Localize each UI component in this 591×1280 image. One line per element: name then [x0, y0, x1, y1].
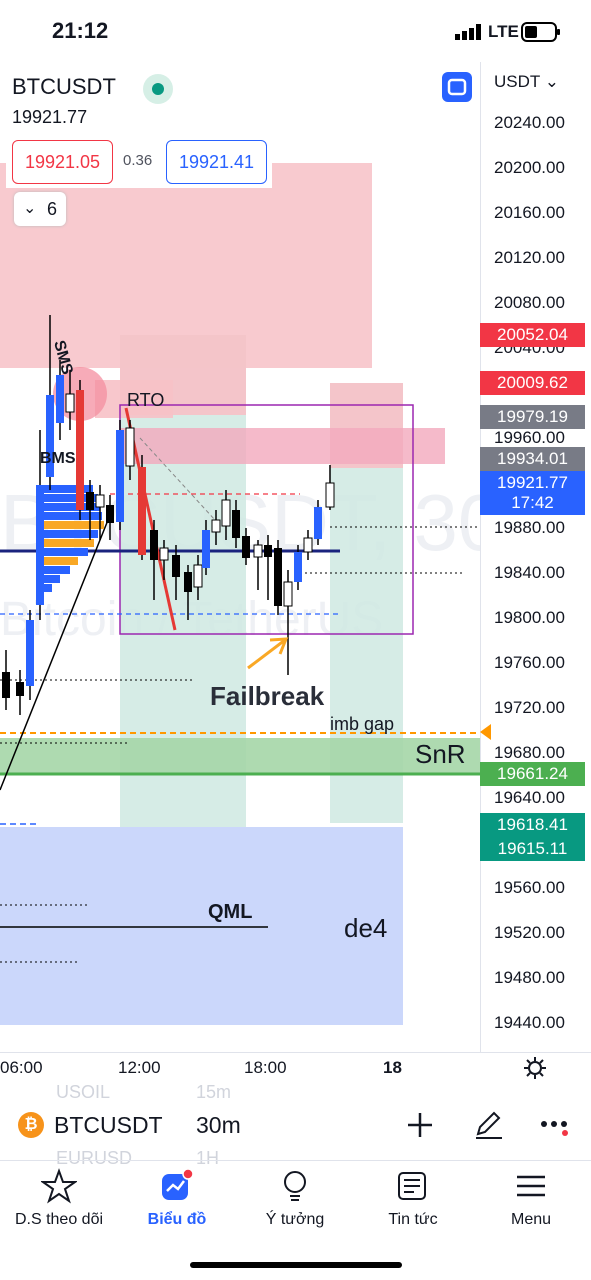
chart-area[interactable]: BTCUSDT, 30 Bitcoin / TetherUS [0, 62, 480, 1052]
rto-label: RTO [127, 390, 164, 410]
tab-label: Tin tức [388, 1211, 438, 1228]
price-axis-label: 19880.00 [494, 518, 565, 537]
tab-chart[interactable]: Biểu đồ [118, 1168, 236, 1229]
price-axis-label: 19840.00 [494, 563, 565, 582]
tab-watchlist[interactable]: D.S theo dõi [0, 1168, 118, 1229]
price-axis-label: 19640.00 [494, 788, 565, 807]
price-axis-label: 19440.00 [494, 1013, 565, 1032]
price-tag: 19615.11 [480, 837, 585, 861]
fullscreen-icon[interactable] [442, 72, 472, 102]
qml-label: QML [208, 901, 252, 923]
rto-zone [95, 380, 173, 418]
price-axis-label: 19760.00 [494, 653, 565, 672]
ghost-symbol-1: USOIL [56, 1082, 111, 1102]
drawing-pen-icon[interactable] [472, 1108, 504, 1140]
home-indicator[interactable] [190, 1262, 402, 1268]
price-axis-label: 19720.00 [494, 698, 565, 717]
ghost-interval-2: 1H [196, 1148, 220, 1168]
failbreak-arrow-head [269, 637, 289, 655]
indicators-count: 6 [47, 199, 58, 219]
candles [2, 315, 335, 715]
chevron-down-icon: ⌄ [23, 200, 37, 217]
tab-bar [0, 1160, 591, 1241]
bms-label: BMS [40, 450, 76, 467]
settings-gear-icon[interactable] [523, 1056, 547, 1080]
price-axis-label: 20080.00 [494, 293, 565, 312]
price-tag: 20009.62 [480, 371, 585, 395]
price-axis-label: 19680.00 [494, 743, 565, 762]
last-price: 19921.77 [12, 107, 88, 127]
news-icon [398, 1172, 426, 1200]
price-axis-label: 20160.00 [494, 203, 565, 222]
tab-label: Biểu đồ [147, 1211, 207, 1228]
failbreak-arrow [247, 638, 286, 670]
snr-label: SnR [415, 739, 466, 769]
tab-label: Ý tưởng [265, 1211, 325, 1228]
price-tag: 19618.41 [480, 813, 585, 837]
chart-icon [162, 1168, 194, 1200]
time-label: 18:00 [244, 1058, 287, 1077]
market-status-dot [143, 74, 173, 104]
price-axis[interactable]: USDT ⌄ [480, 62, 591, 1052]
failbreak-label: Failbreak [210, 681, 325, 711]
menu-icon [517, 1175, 545, 1197]
price-tag: 20052.04 [480, 323, 585, 347]
price-axis-label: 20120.00 [494, 248, 565, 267]
demand-zone [0, 827, 403, 1025]
indicators-toggle[interactable]: ⌄ 6 [14, 192, 66, 226]
price-axis-label: 19560.00 [494, 878, 565, 897]
status-time: 21:12 [52, 18, 109, 43]
ob-zone [120, 428, 445, 464]
tab-label: Menu [510, 1211, 552, 1228]
price-axis-label: 19800.00 [494, 608, 565, 627]
volume-profile [38, 485, 104, 592]
time-label: 18 [383, 1058, 402, 1077]
bitcoin-icon: ₿ [18, 1112, 44, 1138]
bottom-interval[interactable]: 30m [196, 1112, 241, 1138]
network-label: LTE [488, 22, 519, 41]
price-tag: 19661.24 [480, 762, 585, 786]
tab-menu[interactable]: Menu [472, 1168, 590, 1229]
ghost-interval-1: 15m [196, 1082, 232, 1102]
price-tag: 19934.01 [480, 447, 585, 471]
price-axis-label: 20240.00 [494, 113, 565, 132]
price-tag: 19979.19 [480, 405, 585, 429]
price-tag: 17:42 [480, 491, 585, 515]
add-icon[interactable] [406, 1111, 434, 1139]
time-label: 12:00 [118, 1058, 161, 1077]
time-label: 06:00 [0, 1058, 43, 1077]
sell-button[interactable]: 19921.05 [12, 140, 113, 184]
signal-icon [455, 24, 481, 40]
chart-canvas[interactable]: BTCUSDT, 30 Bitcoin / TetherUS [0, 62, 480, 1052]
price-axis-label: 19480.00 [494, 968, 565, 987]
ghost-symbol-2: EURUSD [56, 1148, 133, 1168]
symbol-title[interactable]: BTCUSDT [12, 74, 116, 99]
status-bar: 21:12 LTE [0, 0, 591, 62]
imb-marker-icon [480, 724, 491, 740]
battery-icon [521, 22, 560, 42]
trend-line [0, 509, 113, 791]
tab-ideas[interactable]: Ý tưởng [236, 1168, 354, 1229]
price-axis-label: 20200.00 [494, 158, 565, 177]
price-axis-label: 19960.00 [494, 428, 565, 447]
price-axis-label: 19520.00 [494, 923, 565, 942]
tab-label: D.S theo dõi [14, 1211, 104, 1228]
star-icon [39, 1168, 79, 1204]
spread-value: 0.36 [123, 152, 153, 169]
time-axis[interactable] [0, 1052, 591, 1087]
lightbulb-icon [284, 1171, 306, 1201]
projection-line [139, 437, 216, 521]
bottom-symbol[interactable]: BTCUSDT [54, 1112, 163, 1138]
more-icon[interactable] [540, 1120, 572, 1136]
snr-zone [0, 738, 480, 773]
imb-gap-label: imb gap [330, 714, 394, 734]
buy-button[interactable]: 19921.41 [166, 140, 267, 184]
symbol-bar: USOIL 15m EURUSD 1H ₿ BTCUSDT 30m [0, 1082, 591, 1168]
currency-selector[interactable]: USDT ⌄ [494, 72, 559, 91]
tab-news[interactable]: Tin tức [354, 1168, 472, 1229]
de4-label: de4 [344, 913, 387, 943]
